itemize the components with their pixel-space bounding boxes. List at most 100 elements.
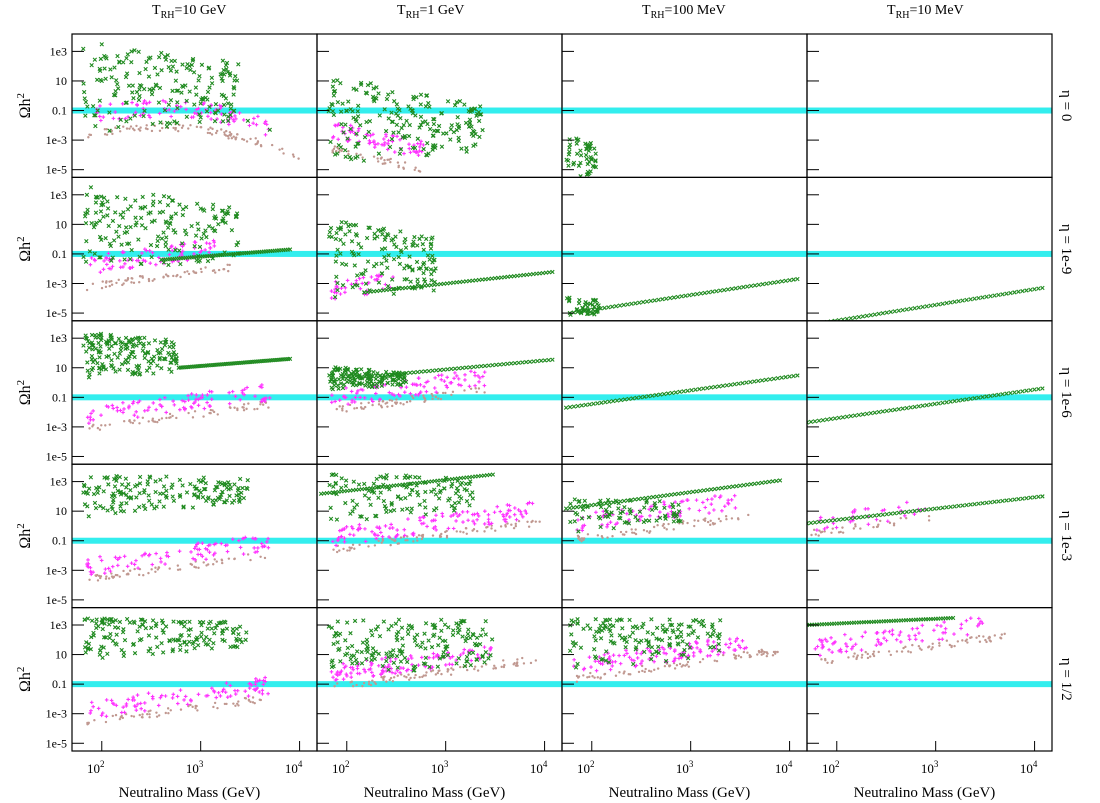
- tan-point: [417, 534, 421, 537]
- green-point: [157, 199, 163, 205]
- magenta-point: [254, 676, 258, 681]
- green-point: [192, 484, 197, 489]
- magenta-point: [937, 637, 941, 642]
- green-point: [379, 271, 385, 276]
- green-point: [146, 341, 152, 346]
- green-point: [363, 281, 369, 286]
- magenta-point: [150, 250, 155, 255]
- tan-point: [526, 520, 529, 523]
- magenta-point: [482, 645, 487, 649]
- green-point: [356, 103, 361, 108]
- magenta-point: [404, 385, 409, 389]
- green-point: [662, 505, 667, 511]
- green-line-point: [1020, 496, 1025, 501]
- green-point: [201, 620, 206, 625]
- green-point: [588, 155, 593, 160]
- tan-point: [138, 713, 141, 717]
- tan-point: [105, 128, 108, 131]
- magenta-point: [98, 554, 102, 559]
- green-line-point: [661, 391, 667, 397]
- magenta-point: [196, 692, 201, 697]
- green-point: [431, 116, 436, 122]
- green-point: [676, 502, 681, 507]
- tan-point: [176, 273, 179, 277]
- magenta-point: [342, 536, 347, 540]
- green-point: [467, 503, 472, 508]
- green-line-point: [836, 318, 842, 321]
- green-line-point: [816, 519, 822, 525]
- green-point: [334, 472, 339, 478]
- tan-point: [403, 675, 406, 678]
- green-point: [198, 479, 203, 485]
- green-point: [130, 350, 136, 355]
- green-point: [351, 479, 357, 484]
- magenta-point: [189, 404, 193, 409]
- green-point: [148, 55, 153, 60]
- green-point: [231, 644, 236, 649]
- magenta-point: [89, 708, 93, 713]
- green-line-point: [775, 376, 781, 381]
- green-line-point: [721, 287, 727, 293]
- green-point: [657, 515, 663, 521]
- green-point: [93, 346, 98, 351]
- green-point: [668, 622, 673, 628]
- green-point: [682, 647, 687, 653]
- tan-point: [234, 704, 237, 708]
- green-line-point: [1012, 497, 1017, 502]
- tan-point: [864, 650, 867, 654]
- magenta-point: [913, 633, 917, 638]
- green-point: [391, 507, 397, 513]
- green-line-point: [892, 511, 897, 516]
- green-line-point: [583, 308, 588, 313]
- green-point: [234, 211, 240, 216]
- magenta-point: [336, 535, 341, 540]
- green-line-point: [591, 401, 596, 407]
- tan-point: [686, 660, 690, 664]
- tan-point: [516, 664, 519, 667]
- magenta-point: [398, 137, 402, 142]
- tan-point: [99, 576, 102, 580]
- green-point: [477, 112, 483, 117]
- tan-point: [223, 702, 227, 706]
- green-line-point: [633, 301, 638, 306]
- green-point: [99, 237, 104, 243]
- green-line-point: [824, 417, 830, 422]
- magenta-point: [240, 391, 245, 395]
- green-point: [398, 659, 404, 664]
- green-line-point: [479, 364, 484, 369]
- green-point: [101, 505, 106, 511]
- magenta-point: [163, 100, 168, 104]
- green-point: [609, 510, 614, 515]
- green-point: [327, 229, 333, 235]
- tan-point: [148, 716, 151, 719]
- column-header: TRH=10 MeV: [887, 3, 964, 21]
- magenta-point: [200, 541, 205, 546]
- green-point: [582, 302, 588, 307]
- tan-point: [96, 426, 100, 430]
- tan-point: [875, 525, 879, 529]
- magenta-point: [649, 504, 653, 509]
- magenta-point: [357, 522, 362, 527]
- green-point: [604, 618, 610, 623]
- magenta-point: [389, 522, 393, 527]
- green-point: [182, 619, 188, 625]
- x-tick-label: 103: [186, 759, 204, 776]
- magenta-point: [264, 122, 269, 127]
- magenta-point: [114, 703, 119, 708]
- green-point: [117, 619, 123, 625]
- magenta-point: [334, 677, 339, 682]
- green-point: [379, 261, 384, 266]
- green-point: [374, 476, 379, 482]
- green-point: [402, 266, 407, 271]
- green-point: [654, 625, 660, 631]
- green-line-point: [599, 400, 604, 405]
- magenta-point: [172, 109, 177, 113]
- tan-point: [577, 675, 581, 678]
- column-header-main: T: [152, 3, 161, 18]
- tan-point: [141, 716, 144, 719]
- green-point: [222, 112, 227, 117]
- green-point: [115, 355, 120, 360]
- green-point: [606, 660, 612, 665]
- tan-point: [152, 420, 155, 423]
- green-point: [394, 244, 399, 250]
